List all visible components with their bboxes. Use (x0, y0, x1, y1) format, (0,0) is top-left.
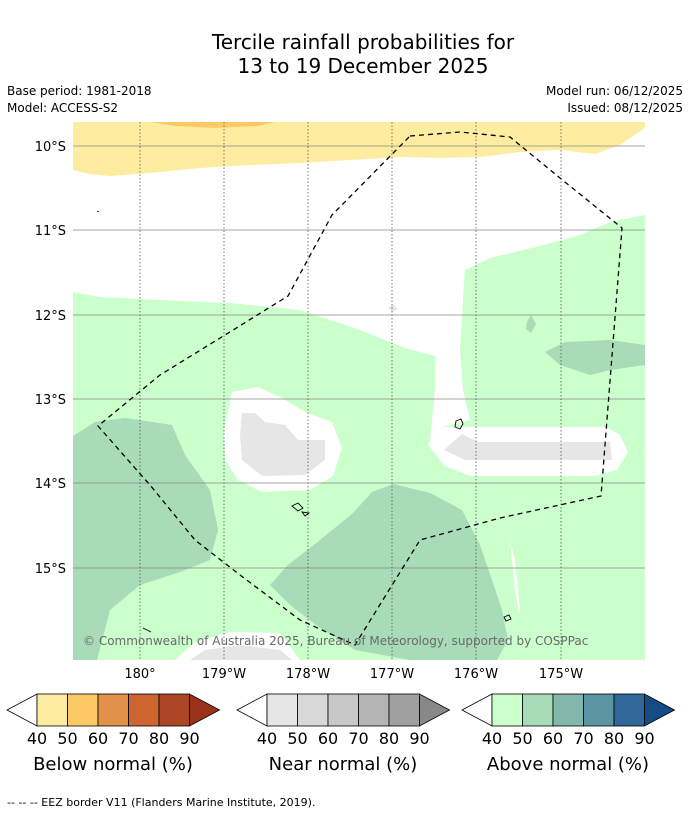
lat-label-12s: 12°S (35, 309, 66, 324)
legend-near-swatch-2 (297, 693, 329, 727)
lon-label-179w: 179°W (202, 667, 246, 682)
legend-below-label: Below normal (%) (33, 754, 193, 775)
legend-above-tick-70: 70 (573, 729, 593, 748)
legend-below-swatch-2 (67, 693, 99, 727)
legend-below-normal: 40 50 60 70 80 90 Below normal (%) (6, 693, 221, 775)
lon-label-176w: 176°W (454, 667, 498, 682)
issued-date: Issued: 08/12/2025 (567, 101, 683, 115)
island-3 (300, 511, 311, 517)
lat-label-10s: 10°S (35, 140, 66, 155)
below-normal-region-top (73, 122, 645, 176)
legend-above-tick-90: 90 (634, 729, 654, 748)
legend-below-swatch-4 (128, 693, 160, 727)
meta-left: Base period: 1981-2018 Model: ACCESS-S2 (7, 83, 152, 117)
legend-near-swatch-3 (327, 693, 359, 727)
lon-label-177w: 177°W (370, 667, 414, 682)
island-4 (503, 614, 512, 622)
legend-below-tick-60: 60 (88, 729, 108, 748)
legend-above-arrow-left (461, 693, 493, 727)
island-1 (454, 418, 464, 430)
island-6 (96, 210, 100, 213)
legend-near-tick-90: 90 (409, 729, 429, 748)
legend-below-tick-80: 80 (149, 729, 169, 748)
legend-near-arrow-left (236, 693, 268, 727)
legend-below-tick-40: 40 (27, 729, 47, 748)
eez-footnote: -- -- -- EEZ border V11 (Flanders Marine… (7, 796, 316, 809)
copyright-notice: © Commonwealth of Australia 2025, Bureau… (83, 634, 588, 648)
islands (96, 210, 512, 633)
title-line-2: 13 to 19 December 2025 (237, 54, 489, 78)
legend-below-arrow-right (189, 693, 221, 727)
model-name: Model: ACCESS-S2 (7, 101, 119, 115)
lat-label-13s: 13°S (35, 393, 66, 408)
legend-above-swatch-4 (583, 693, 615, 727)
legend-near-tick-50: 50 (287, 729, 307, 748)
legend-near-normal: 40 50 60 70 80 90 Near normal (%) (236, 693, 451, 775)
legend-above-swatch-2 (522, 693, 554, 727)
legend-below-tick-70: 70 (118, 729, 138, 748)
meta-right: Model run: 06/12/2025 Issued: 08/12/2025 (546, 83, 683, 117)
legend-above-tick-80: 80 (604, 729, 624, 748)
above-normal-50-southwest (73, 418, 218, 660)
legend-above-tick-50: 50 (512, 729, 532, 748)
legend-near-tick-80: 80 (379, 729, 399, 748)
near-normal-region-east (444, 434, 612, 460)
legend-below-tick-90: 90 (179, 729, 199, 748)
legend-below-swatch-3 (97, 693, 129, 727)
below-normal-region-top-50 (150, 122, 275, 128)
legend-near-tick-70: 70 (348, 729, 368, 748)
legend-near-swatch-1 (266, 693, 298, 727)
legend-above-swatch-3 (552, 693, 584, 727)
legend-below-arrow-left (6, 693, 38, 727)
legend-above-tick-40: 40 (482, 729, 502, 748)
legend-above-label: Above normal (%) (487, 754, 649, 775)
legend-near-swatch-4 (358, 693, 390, 727)
lon-label-175w: 175°W (539, 667, 583, 682)
title-line-1: Tercile rainfall probabilities for (211, 30, 515, 54)
lat-label-11s: 11°S (35, 224, 66, 239)
above-normal-50-south (270, 484, 508, 660)
legend-below-tick-50: 50 (57, 729, 77, 748)
page-title: Tercile rainfall probabilities for 13 to… (0, 30, 690, 78)
lat-labels: 10°S 11°S 12°S 13°S 14°S 15°S (35, 140, 66, 577)
legend-above-swatch-1 (491, 693, 523, 727)
above-normal-50-spot (526, 315, 536, 333)
legend-above-swatch-5 (613, 693, 645, 727)
legend-above-arrow-right (644, 693, 676, 727)
near-normal-region-south (190, 645, 292, 660)
lat-label-14s: 14°S (35, 477, 66, 492)
gridlines (73, 145, 645, 569)
legend-near-label: Near normal (%) (269, 754, 418, 775)
base-period: Base period: 1981-2018 (7, 84, 152, 98)
map-area: © Commonwealth of Australia 2025, Bureau… (73, 122, 645, 660)
legend-below-swatch-1 (36, 693, 68, 727)
lon-gridlines (139, 122, 562, 660)
island-2 (291, 502, 304, 512)
legend-near-tick-60: 60 (318, 729, 338, 748)
near-normal-spot (388, 305, 398, 312)
legend-above-tick-60: 60 (543, 729, 563, 748)
eez-border (97, 131, 623, 646)
island-5 (142, 627, 152, 633)
near-normal-region-west (240, 413, 325, 476)
legend-near-swatch-5 (388, 693, 420, 727)
legend-near-tick-40: 40 (257, 729, 277, 748)
lon-label-178w: 178°W (286, 667, 330, 682)
lon-labels: 180° 179°W 178°W 177°W 176°W 175°W (124, 667, 583, 682)
above-normal-50-east (545, 340, 645, 375)
legend-below-swatch-5 (158, 693, 190, 727)
legend-above-normal: 40 50 60 70 80 90 Above normal (%) (461, 693, 676, 775)
model-run: Model run: 06/12/2025 (545, 84, 683, 98)
legend-near-arrow-right (419, 693, 451, 727)
lat-label-15s: 15°S (35, 562, 66, 577)
lon-label-180: 180° (124, 667, 155, 682)
